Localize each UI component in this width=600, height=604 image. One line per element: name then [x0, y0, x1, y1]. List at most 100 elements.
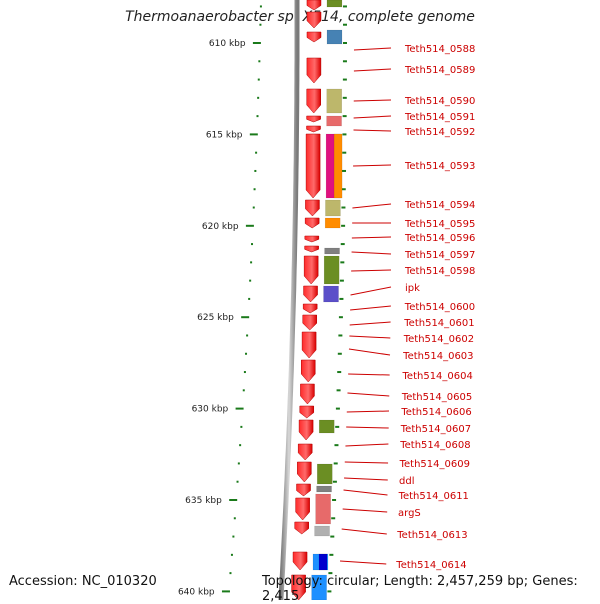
label-leader-line [351, 251, 392, 255]
gene-arrow [295, 497, 310, 521]
gene-label: Teth514_0596 [404, 233, 475, 244]
axis-tick-label: 635 kbp [185, 496, 222, 506]
label-leader-line [353, 129, 392, 132]
gene-arrow [304, 217, 320, 229]
gene-arrow [297, 461, 312, 483]
cog-block [314, 525, 330, 537]
gene-label: Teth514_0609 [399, 459, 470, 470]
cog-block [324, 217, 341, 229]
gene-label: Teth514_0594 [404, 200, 475, 211]
gene-arrow [305, 133, 321, 199]
gene-label: Teth514_0613 [396, 530, 467, 541]
gene-label: Teth514_0608 [399, 440, 470, 451]
cog-block [326, 88, 343, 114]
gene-arrow [300, 359, 316, 383]
gene-label: Teth514_0602 [403, 334, 474, 345]
label-leader-line [350, 305, 391, 311]
cog-block [333, 133, 343, 199]
cog-block [323, 255, 340, 285]
label-leader-line [344, 477, 388, 481]
gene-label: Teth514_0604 [402, 371, 473, 382]
label-leader-line [351, 269, 392, 272]
gene-label: Teth514_0606 [400, 407, 471, 418]
gene-label: Teth514_0592 [404, 127, 475, 138]
gene-label: Teth514_0597 [404, 250, 475, 261]
gene-arrow [305, 199, 320, 217]
gene-arrow [301, 331, 317, 359]
gene-label: Teth514_0607 [400, 424, 471, 435]
label-leader-line [349, 321, 391, 326]
label-leader-line [351, 236, 392, 239]
gene-arrow [306, 31, 322, 43]
cog-block [326, 115, 342, 127]
gene-label: Teth514_0605 [401, 392, 472, 403]
gene-label: Teth514_0591 [404, 112, 475, 123]
gene-label: Teth514_0598 [404, 266, 475, 277]
label-leader-line [350, 286, 392, 296]
gene-arrow [298, 419, 314, 441]
gene-label: Teth514_0603 [402, 351, 473, 362]
cog-block [311, 574, 327, 600]
label-leader-line [353, 164, 392, 167]
label-leader-line [342, 508, 388, 513]
gene-label: Teth514_0589 [404, 65, 475, 76]
gene-arrow [306, 125, 321, 133]
gene-label: argS [398, 508, 421, 519]
gene-arrow [304, 235, 320, 243]
gene-label: Teth514_0601 [403, 318, 474, 329]
cog-block [316, 463, 333, 485]
gene-arrow [302, 314, 318, 331]
gene-arrow [302, 303, 318, 314]
cog-block [326, 29, 343, 45]
label-leader-line [344, 461, 389, 464]
gene-arrow [296, 483, 311, 497]
cog-block [324, 247, 340, 255]
cog-block [318, 419, 335, 434]
gene-label: Teth514_0588 [404, 44, 475, 55]
gene-arrow [294, 521, 309, 535]
gene-arrow [306, 0, 322, 11]
gene-label: Teth514_0600 [404, 302, 475, 313]
gene-label: Teth514_0593 [404, 161, 475, 172]
gene-label: ipk [405, 283, 420, 294]
label-leader-line [345, 443, 389, 447]
gene-arrow [303, 285, 318, 303]
label-leader-line [353, 99, 392, 102]
label-leader-line [348, 348, 391, 356]
label-leader-line [346, 426, 389, 429]
gene-arrow [291, 574, 306, 600]
label-leader-line [347, 392, 390, 397]
axis-tick-label: 610 kbp [209, 39, 246, 49]
label-leader-line [346, 410, 390, 413]
label-leader-line [353, 47, 392, 51]
gene-arrow [306, 115, 321, 123]
cog-block [325, 199, 341, 217]
gene-arrow [306, 11, 322, 29]
gene-label: Teth514_0614 [395, 560, 466, 571]
axis-tick-label: 625 kbp [197, 313, 234, 323]
gene-arrow [297, 443, 313, 461]
axis-tick-label: 620 kbp [202, 222, 239, 232]
gene-arrow [292, 551, 308, 571]
gene-arrow [299, 405, 315, 419]
label-leader-line [340, 560, 387, 565]
gene-arrow [306, 57, 322, 84]
cog-block [323, 285, 339, 303]
cog-block [326, 0, 343, 8]
gene-arrow [306, 88, 321, 114]
label-leader-line [343, 489, 388, 496]
cog-block [318, 553, 328, 571]
gene-label: Teth514_0590 [404, 96, 475, 107]
label-leader-line [349, 335, 391, 339]
label-leader-line [352, 203, 392, 209]
axis-tick-label: 630 kbp [192, 405, 229, 415]
gene-label: Teth514_0595 [404, 219, 475, 230]
gene-arrow [300, 383, 315, 405]
axis-tick-label: 640 kbp [178, 587, 215, 597]
accession-label: Accession: NC_010320 [9, 574, 157, 589]
gene-arrow [304, 245, 319, 253]
gene-label: Teth514_0611 [398, 491, 469, 502]
label-leader-line [341, 528, 387, 535]
genome-title: Thermoanaerobacter sp. X514, complete ge… [125, 9, 475, 25]
